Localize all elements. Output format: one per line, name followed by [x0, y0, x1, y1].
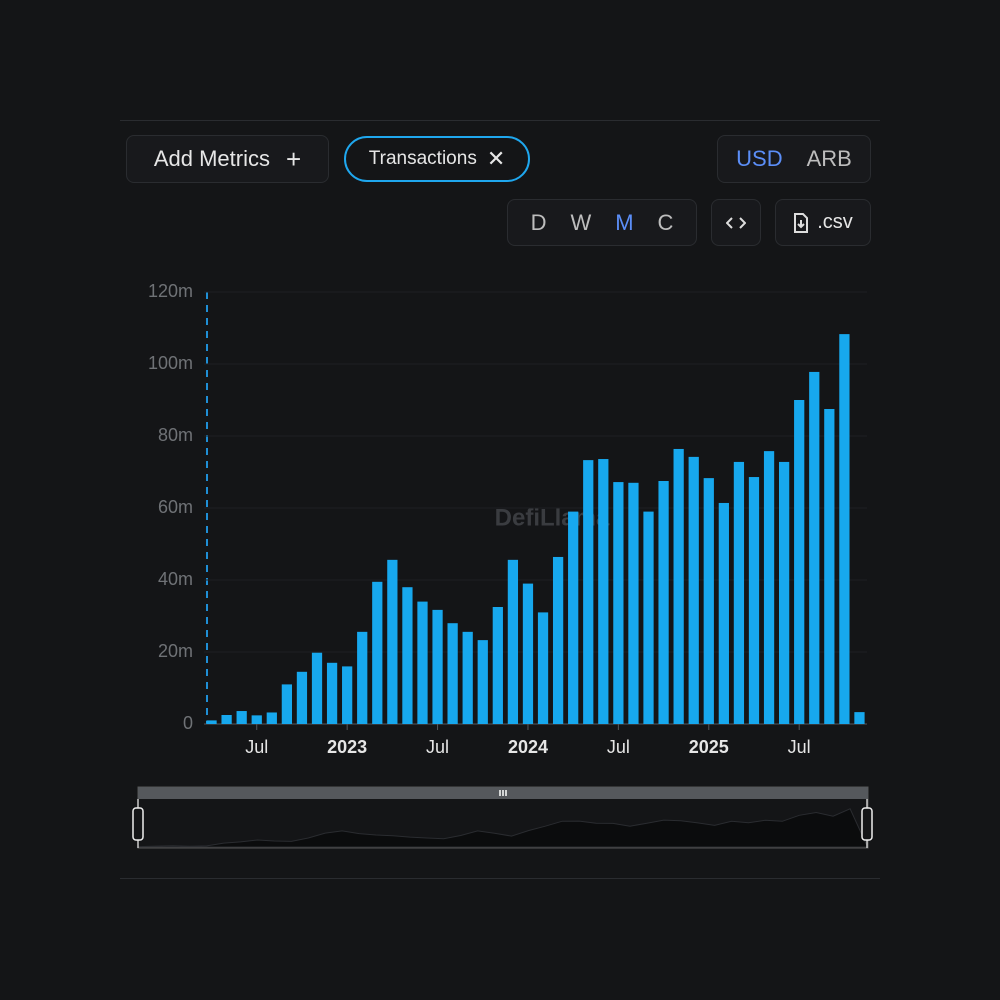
- bar: [809, 371, 820, 724]
- y-tick-label: 120m: [148, 281, 193, 301]
- bar: [221, 715, 232, 724]
- x-tick-label: Jul: [245, 737, 268, 757]
- bar: [342, 666, 353, 724]
- bar: [206, 720, 217, 724]
- brush-handle[interactable]: [132, 807, 144, 841]
- bar: [372, 581, 383, 724]
- period-option[interactable]: M: [615, 209, 634, 235]
- x-tick-label: Jul: [607, 737, 630, 757]
- y-tick-label: 20m: [158, 641, 193, 661]
- period-option[interactable]: C: [657, 209, 674, 235]
- minimap-area: [138, 808, 868, 848]
- brush-grip: [499, 790, 507, 796]
- bar: [673, 448, 684, 724]
- bar: [839, 334, 850, 724]
- bar: [266, 712, 277, 724]
- bar: [387, 559, 398, 724]
- bar: [477, 640, 488, 724]
- x-tick-label: 2025: [689, 737, 729, 757]
- y-tick-label: 100m: [148, 353, 193, 373]
- bar: [718, 502, 729, 724]
- bar: [658, 481, 669, 724]
- bar: [703, 478, 714, 724]
- bar: [613, 482, 624, 724]
- metric-chip-label: Transactions: [368, 148, 477, 169]
- brush-handle[interactable]: [861, 807, 873, 841]
- top-border: [120, 120, 880, 121]
- bar: [281, 684, 292, 724]
- plus-icon: +: [285, 143, 302, 174]
- x-tick-label: 2023: [327, 737, 367, 757]
- bar: [357, 631, 368, 724]
- x-tick-label: Jul: [788, 737, 811, 757]
- watermark: DefiLlama: [495, 504, 610, 531]
- currency-option[interactable]: ARB: [806, 146, 852, 171]
- period-option[interactable]: W: [570, 209, 592, 235]
- bar: [779, 461, 790, 724]
- bar: [432, 609, 443, 724]
- x-tick-label: Jul: [426, 737, 449, 757]
- csv-label: .csv: [817, 211, 853, 233]
- y-tick-label: 0: [183, 713, 193, 733]
- file-icon: [794, 212, 809, 233]
- embed-icon: [726, 216, 746, 229]
- bar: [794, 400, 805, 724]
- csv-button[interactable]: .csv: [775, 199, 871, 246]
- bar: [688, 456, 699, 724]
- bar: [492, 607, 503, 724]
- bar: [402, 587, 413, 724]
- bar: [462, 631, 473, 724]
- bar: [598, 459, 609, 724]
- bar: [748, 477, 760, 724]
- bar: [537, 612, 549, 724]
- currency-toggle: USD ARB: [717, 135, 871, 183]
- bar: [568, 511, 579, 724]
- bar: [583, 460, 594, 724]
- currency-option[interactable]: USD: [736, 146, 783, 171]
- bar: [824, 409, 835, 724]
- y-tick-label: 80m: [158, 425, 193, 445]
- bar: [552, 556, 564, 724]
- add-metrics-label: Add Metrics: [153, 146, 270, 171]
- bar: [507, 559, 519, 724]
- close-icon[interactable]: ✕: [486, 146, 506, 171]
- bar: [522, 583, 534, 724]
- brush-frame: [137, 786, 869, 849]
- add-metrics-button[interactable]: Add Metrics +: [126, 135, 329, 183]
- bar: [628, 482, 639, 724]
- bar: [854, 712, 865, 724]
- bar: [296, 671, 308, 724]
- x-tick-label: 2024: [508, 737, 548, 757]
- y-tick-label: 60m: [158, 497, 193, 517]
- bar: [643, 511, 654, 724]
- period-option[interactable]: D: [530, 209, 547, 235]
- embed-button[interactable]: [711, 199, 761, 246]
- bar: [447, 623, 458, 724]
- brush-bar[interactable]: [138, 787, 868, 799]
- bar: [251, 715, 262, 724]
- bottom-border: [120, 878, 880, 879]
- bar: [311, 652, 323, 724]
- bar: [733, 461, 745, 724]
- bar: [417, 601, 428, 724]
- metric-chip[interactable]: Transactions ✕: [344, 136, 530, 182]
- bar: [326, 662, 338, 724]
- bar: [763, 451, 775, 724]
- y-tick-label: 40m: [158, 569, 193, 589]
- bar: [236, 711, 247, 724]
